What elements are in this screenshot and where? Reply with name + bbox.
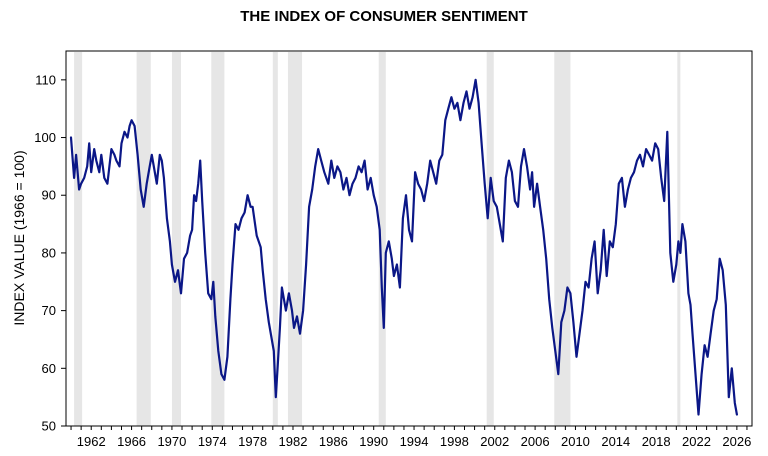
x-tick-label: 1998 (440, 434, 469, 449)
x-tick-label: 2014 (601, 434, 630, 449)
x-tick-label: 2026 (722, 434, 751, 449)
chart-title: THE INDEX OF CONSUMER SENTIMENT (240, 8, 528, 25)
x-tick-label: 1990 (359, 434, 388, 449)
x-tick-label: 1974 (198, 434, 227, 449)
x-tick-label: 1966 (117, 434, 146, 449)
y-axis: 50 60 70 80 90 100 110 (34, 72, 66, 434)
series-line (69, 78, 738, 416)
x-tick-label: 1978 (238, 434, 267, 449)
x-tick-label: 2018 (642, 434, 671, 449)
x-tick-label: 1962 (77, 434, 106, 449)
recession-band (171, 52, 182, 426)
recession-bands (74, 52, 681, 426)
y-tick-label: 100 (34, 130, 56, 145)
x-tick-label: 2022 (682, 434, 711, 449)
y-axis-label: INDEX VALUE (1966 = 100) (11, 150, 27, 325)
y-tick-label: 60 (42, 361, 56, 376)
recession-band (287, 52, 303, 426)
recession-band (136, 52, 151, 426)
recession-band (677, 52, 681, 426)
x-tick-label: 2010 (561, 434, 590, 449)
x-tick-label: 2002 (480, 434, 509, 449)
x-tick-label: 1970 (157, 434, 186, 449)
recession-band (378, 52, 386, 426)
y-tick-label: 80 (42, 245, 56, 260)
recession-band (554, 52, 571, 426)
recession-band (74, 52, 83, 426)
x-tick-label: 2006 (521, 434, 550, 449)
series-lines (69, 78, 738, 416)
y-tick-label: 70 (42, 303, 56, 318)
x-tick-label: 1982 (279, 434, 308, 449)
x-tick-label: 1994 (400, 434, 429, 449)
y-tick-label: 110 (35, 72, 56, 87)
x-axis: 1962 1966 1970 1974 1978 1982 1986 1990 1994 1998… (70, 426, 751, 449)
y-tick-label: 50 (42, 419, 56, 434)
x-tick-label: 1986 (319, 434, 348, 449)
plot-frame (65, 50, 753, 427)
recession-band (272, 52, 278, 426)
recession-band (211, 52, 225, 426)
recession-band (486, 52, 494, 426)
y-tick-label: 90 (42, 188, 56, 203)
